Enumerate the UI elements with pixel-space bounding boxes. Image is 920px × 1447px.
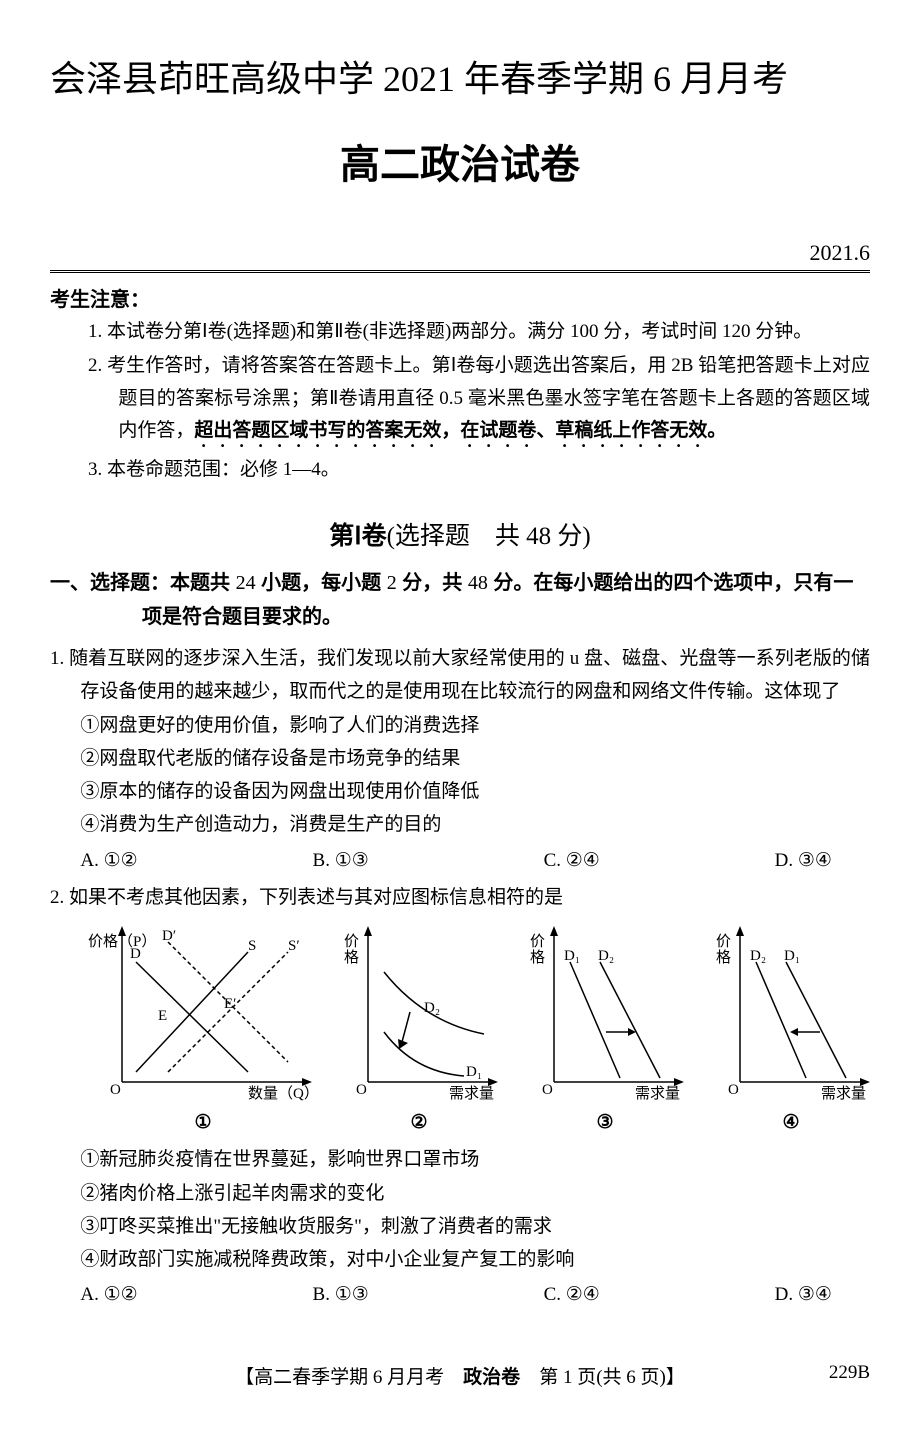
q2-chart-4-svg: 价 格 需求量 O D₂ D₁: [706, 922, 876, 1102]
chart2-axis-x: 需求量: [449, 1085, 494, 1102]
chart4-axis-x: 需求量: [821, 1085, 866, 1102]
q2-options: A. ①② B. ①③ C. ②④ D. ③④: [50, 1278, 870, 1311]
chart1-O: O: [110, 1082, 121, 1098]
q2-sub-1: ①新冠肺炎疫情在世界蔓延，影响世界口罩市场: [50, 1143, 870, 1176]
chart4-O: O: [728, 1082, 739, 1098]
q2-chart-2-svg: 价 格 需求量 O D₁ D₂: [334, 922, 504, 1102]
q2-opt-d: D. ③④: [775, 1278, 832, 1311]
footer-hei: 政治卷: [463, 1367, 520, 1388]
q2-chart-2-label: ②: [410, 1106, 427, 1139]
chart4-D2: D₂: [750, 948, 766, 964]
section1-paren: (选择题 共 48 分): [387, 523, 591, 550]
chart1-axis-y: 价格（P）: [88, 933, 156, 950]
q2-chart-3: 价 格 需求量 O D₁ D₂ ③: [520, 922, 690, 1139]
question-2: 2. 如果不考虑其他因素，下列表述与其对应图标信息相符的是 价格（P） 数量（Q…: [50, 881, 870, 1312]
q2-sub-3: ③叮咚买菜推出"无接触收货服务"，刺激了消费者的需求: [50, 1210, 870, 1243]
q2-chart-3-label: ③: [596, 1106, 613, 1139]
q2-chart-4: 价 格 需求量 O D₂ D₁ ④: [706, 922, 876, 1139]
footer-post: 第 1 页(共 6 页)】: [520, 1367, 685, 1388]
section-instruction: 一、选择题：本题共 24 小题，每小题 2 分，共 48 分。在每小题给出的四个…: [50, 566, 870, 634]
q1-opt-b: B. ①③: [313, 844, 369, 877]
page-footer: 【高二春季学期 6 月月考 政治卷 第 1 页(共 6 页)】 229B: [50, 1362, 870, 1389]
notice-item-2: 2. 考生作答时，请将答案答在答题卡上。第Ⅰ卷每小题选出答案后，用 2B 铅笔把…: [88, 350, 870, 452]
instr-c: 分，共: [397, 572, 468, 594]
q2-sub-2: ②猪肉价格上涨引起羊肉需求的变化: [50, 1177, 870, 1210]
q1-sub-4: ④消费为生产创造动力，消费是生产的目的: [50, 808, 870, 841]
question-1: 1. 随着互联网的逐步深入生活，我们发现以前大家经常使用的 u 盘、磁盘、光盘等…: [50, 642, 870, 877]
q1-opt-d: D. ③④: [775, 844, 832, 877]
chart2-axis-y1: 价: [344, 934, 359, 950]
q2-charts-row: 价格（P） 数量（Q） O D D′ S S′ E E′ ①: [50, 922, 870, 1139]
notice-item-3: 3. 本卷命题范围：必修 1—4。: [88, 454, 870, 486]
q2-opt-b: B. ①③: [313, 1278, 369, 1311]
chart2-axis-y2: 格: [344, 949, 359, 966]
chart3-O: O: [542, 1082, 553, 1098]
q1-sub-1: ①网盘更好的使用价值，影响了人们的消费选择: [50, 709, 870, 742]
exam-date: 2021.6: [50, 240, 870, 266]
notice-list: 1. 本试卷分第Ⅰ卷(选择题)和第Ⅱ卷(非选择题)两部分。满分 100 分，考试…: [50, 316, 870, 486]
q2-opt-c: C. ②④: [544, 1278, 600, 1311]
q2-chart-1-label: ①: [194, 1106, 211, 1139]
q1-opt-c: C. ②④: [544, 844, 600, 877]
q1-sub-2: ②网盘取代老版的储存设备是市场竞争的结果: [50, 742, 870, 775]
instr-num2: 2: [387, 572, 397, 594]
footer-center: 【高二春季学期 6 月月考 政治卷 第 1 页(共 6 页)】: [50, 1362, 870, 1389]
footer-code: 229B: [829, 1362, 870, 1384]
chart3-axis-y2: 格: [530, 949, 545, 966]
chart1-Dp: D′: [162, 928, 176, 944]
section1-prefix: 第Ⅰ卷: [329, 522, 386, 550]
q2-stem: 2. 如果不考虑其他因素，下列表述与其对应图标信息相符的是: [50, 881, 870, 914]
instr-a: 一、选择题：本题共: [50, 572, 236, 594]
q1-opt-a: A. ①②: [80, 844, 137, 877]
q1-stem: 1. 随着互联网的逐步深入生活，我们发现以前大家经常使用的 u 盘、磁盘、光盘等…: [50, 642, 870, 709]
section1-heading: 第Ⅰ卷(选择题 共 48 分): [50, 516, 870, 552]
chart2-D1: D₁: [466, 1064, 482, 1080]
q2-chart-1: 价格（P） 数量（Q） O D D′ S S′ E E′ ①: [88, 922, 318, 1139]
instr-num3: 48: [468, 572, 488, 594]
q2-sub-4: ④财政部门实施减税降费政策，对中小企业复产复工的影响: [50, 1243, 870, 1276]
chart4-axis-y1: 价: [716, 934, 731, 950]
chart1-Sp: S′: [288, 938, 300, 954]
footer-pre: 【高二春季学期 6 月月考: [235, 1367, 463, 1388]
chart3-D1: D₁: [564, 948, 580, 964]
chart3-axis-x: 需求量: [635, 1085, 680, 1102]
chart3-D2: D₂: [598, 948, 614, 964]
notice-item-1: 1. 本试卷分第Ⅰ卷(选择题)和第Ⅱ卷(非选择题)两部分。满分 100 分，考试…: [88, 316, 870, 348]
chart1-S: S: [248, 938, 256, 954]
instr-num1: 24: [236, 572, 256, 594]
notice-item-2-emph: 超出答题区域书写的答案无效，在试题卷、草稿纸上作答无效。: [194, 420, 726, 441]
q2-chart-3-svg: 价 格 需求量 O D₁ D₂: [520, 922, 690, 1102]
notice-heading: 考生注意：: [50, 283, 870, 312]
divider-double: [50, 270, 870, 273]
chart1-Ep: E′: [224, 996, 236, 1012]
chart4-axis-y2: 格: [716, 949, 731, 966]
chart1-axis-x: 数量（Q）: [248, 1085, 318, 1102]
chart1-D: D: [130, 946, 141, 962]
exam-title-line2: 高二政治试卷: [50, 132, 870, 190]
exam-title-line1: 会泽县茚旺高级中学 2021 年春季学期 6 月月考: [50, 50, 870, 102]
chart1-E: E: [158, 1008, 167, 1024]
chart2-D2: D₂: [424, 1000, 440, 1016]
q2-opt-a: A. ①②: [80, 1278, 137, 1311]
q2-chart-1-svg: 价格（P） 数量（Q） O D D′ S S′ E E′: [88, 922, 318, 1102]
chart4-D1: D₁: [784, 948, 800, 964]
chart3-axis-y1: 价: [530, 934, 545, 950]
q2-chart-4-label: ④: [782, 1106, 799, 1139]
instr-b: 小题，每小题: [256, 572, 387, 594]
q2-chart-2: 价 格 需求量 O D₁ D₂ ②: [334, 922, 504, 1139]
chart2-O: O: [356, 1082, 367, 1098]
q1-sub-3: ③原本的储存的设备因为网盘出现使用价值降低: [50, 775, 870, 808]
q1-options: A. ①② B. ①③ C. ②④ D. ③④: [50, 844, 870, 877]
